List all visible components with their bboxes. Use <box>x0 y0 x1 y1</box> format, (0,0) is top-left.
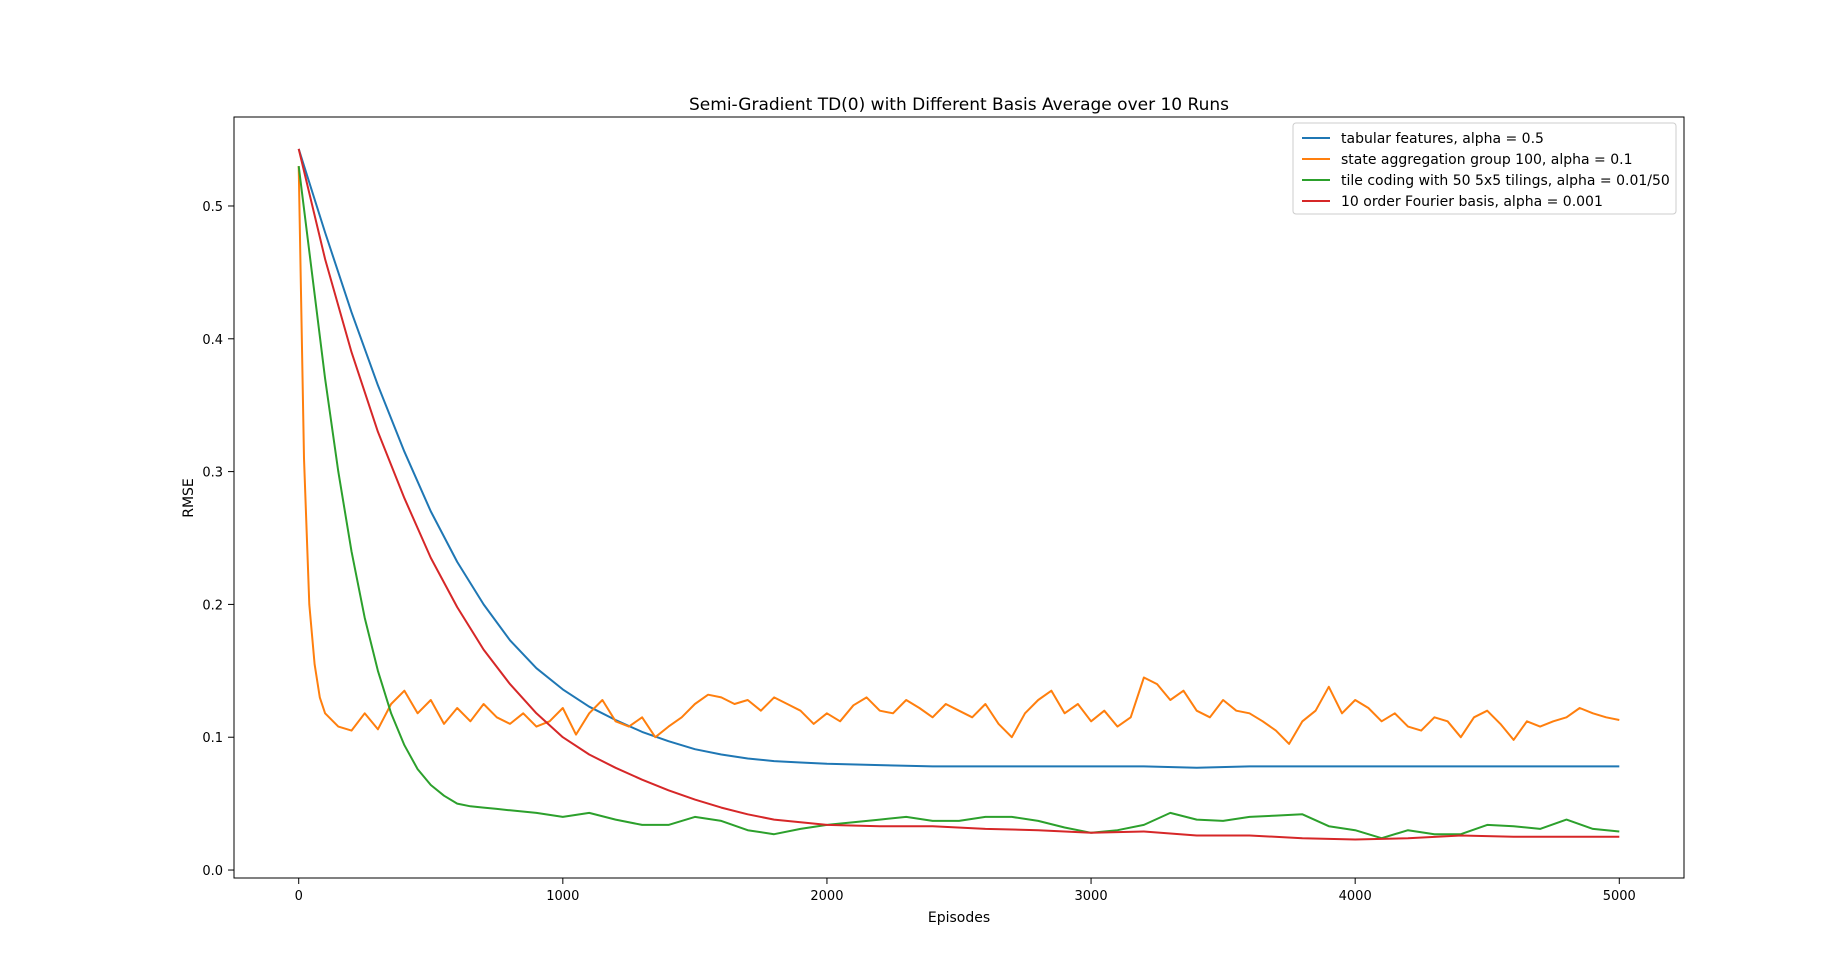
x-axis: 0 1000 2000 3000 4000 5000 <box>295 878 1636 904</box>
y-tick-label: 0.0 <box>202 864 223 879</box>
x-tick-label: 1000 <box>546 889 579 904</box>
series-line-1 <box>297 166 1620 745</box>
y-axis-title: RMSE <box>181 478 197 518</box>
plot-frame <box>233 116 1685 879</box>
series-line-0 <box>297 148 1620 769</box>
y-tick-label: 0.5 <box>202 200 223 215</box>
y-tick-label: 0.2 <box>202 598 223 613</box>
series-line-3 <box>297 148 1620 841</box>
legend-label-1: state aggregation group 100, alpha = 0.1 <box>1341 152 1633 168</box>
x-axis-title: Episodes <box>928 910 990 926</box>
series-line-2 <box>297 165 1620 840</box>
y-tick-label: 0.4 <box>202 333 223 348</box>
legend: tabular features, alpha = 0.5 state aggre… <box>1292 122 1677 215</box>
x-tick-label: 5000 <box>1603 889 1636 904</box>
legend-label-3: 10 order Fourier basis, alpha = 0.001 <box>1341 194 1603 210</box>
chart-title: Semi-Gradient TD(0) with Different Basis… <box>689 95 1229 115</box>
legend-label-0: tabular features, alpha = 0.5 <box>1341 131 1544 147</box>
legend-label-2: tile coding with 50 5x5 tilings, alpha =… <box>1341 173 1670 189</box>
y-tick-label: 0.1 <box>202 731 223 746</box>
y-tick-label: 0.3 <box>202 466 223 481</box>
y-axis: 0.0 0.1 0.2 0.3 0.4 0.5 <box>202 200 234 879</box>
x-tick-label: 4000 <box>1339 889 1372 904</box>
x-tick-label: 2000 <box>810 889 843 904</box>
x-tick-label: 0 <box>295 889 303 904</box>
legend-box <box>1292 122 1677 215</box>
x-tick-label: 3000 <box>1075 889 1108 904</box>
plot-series <box>297 148 1620 841</box>
